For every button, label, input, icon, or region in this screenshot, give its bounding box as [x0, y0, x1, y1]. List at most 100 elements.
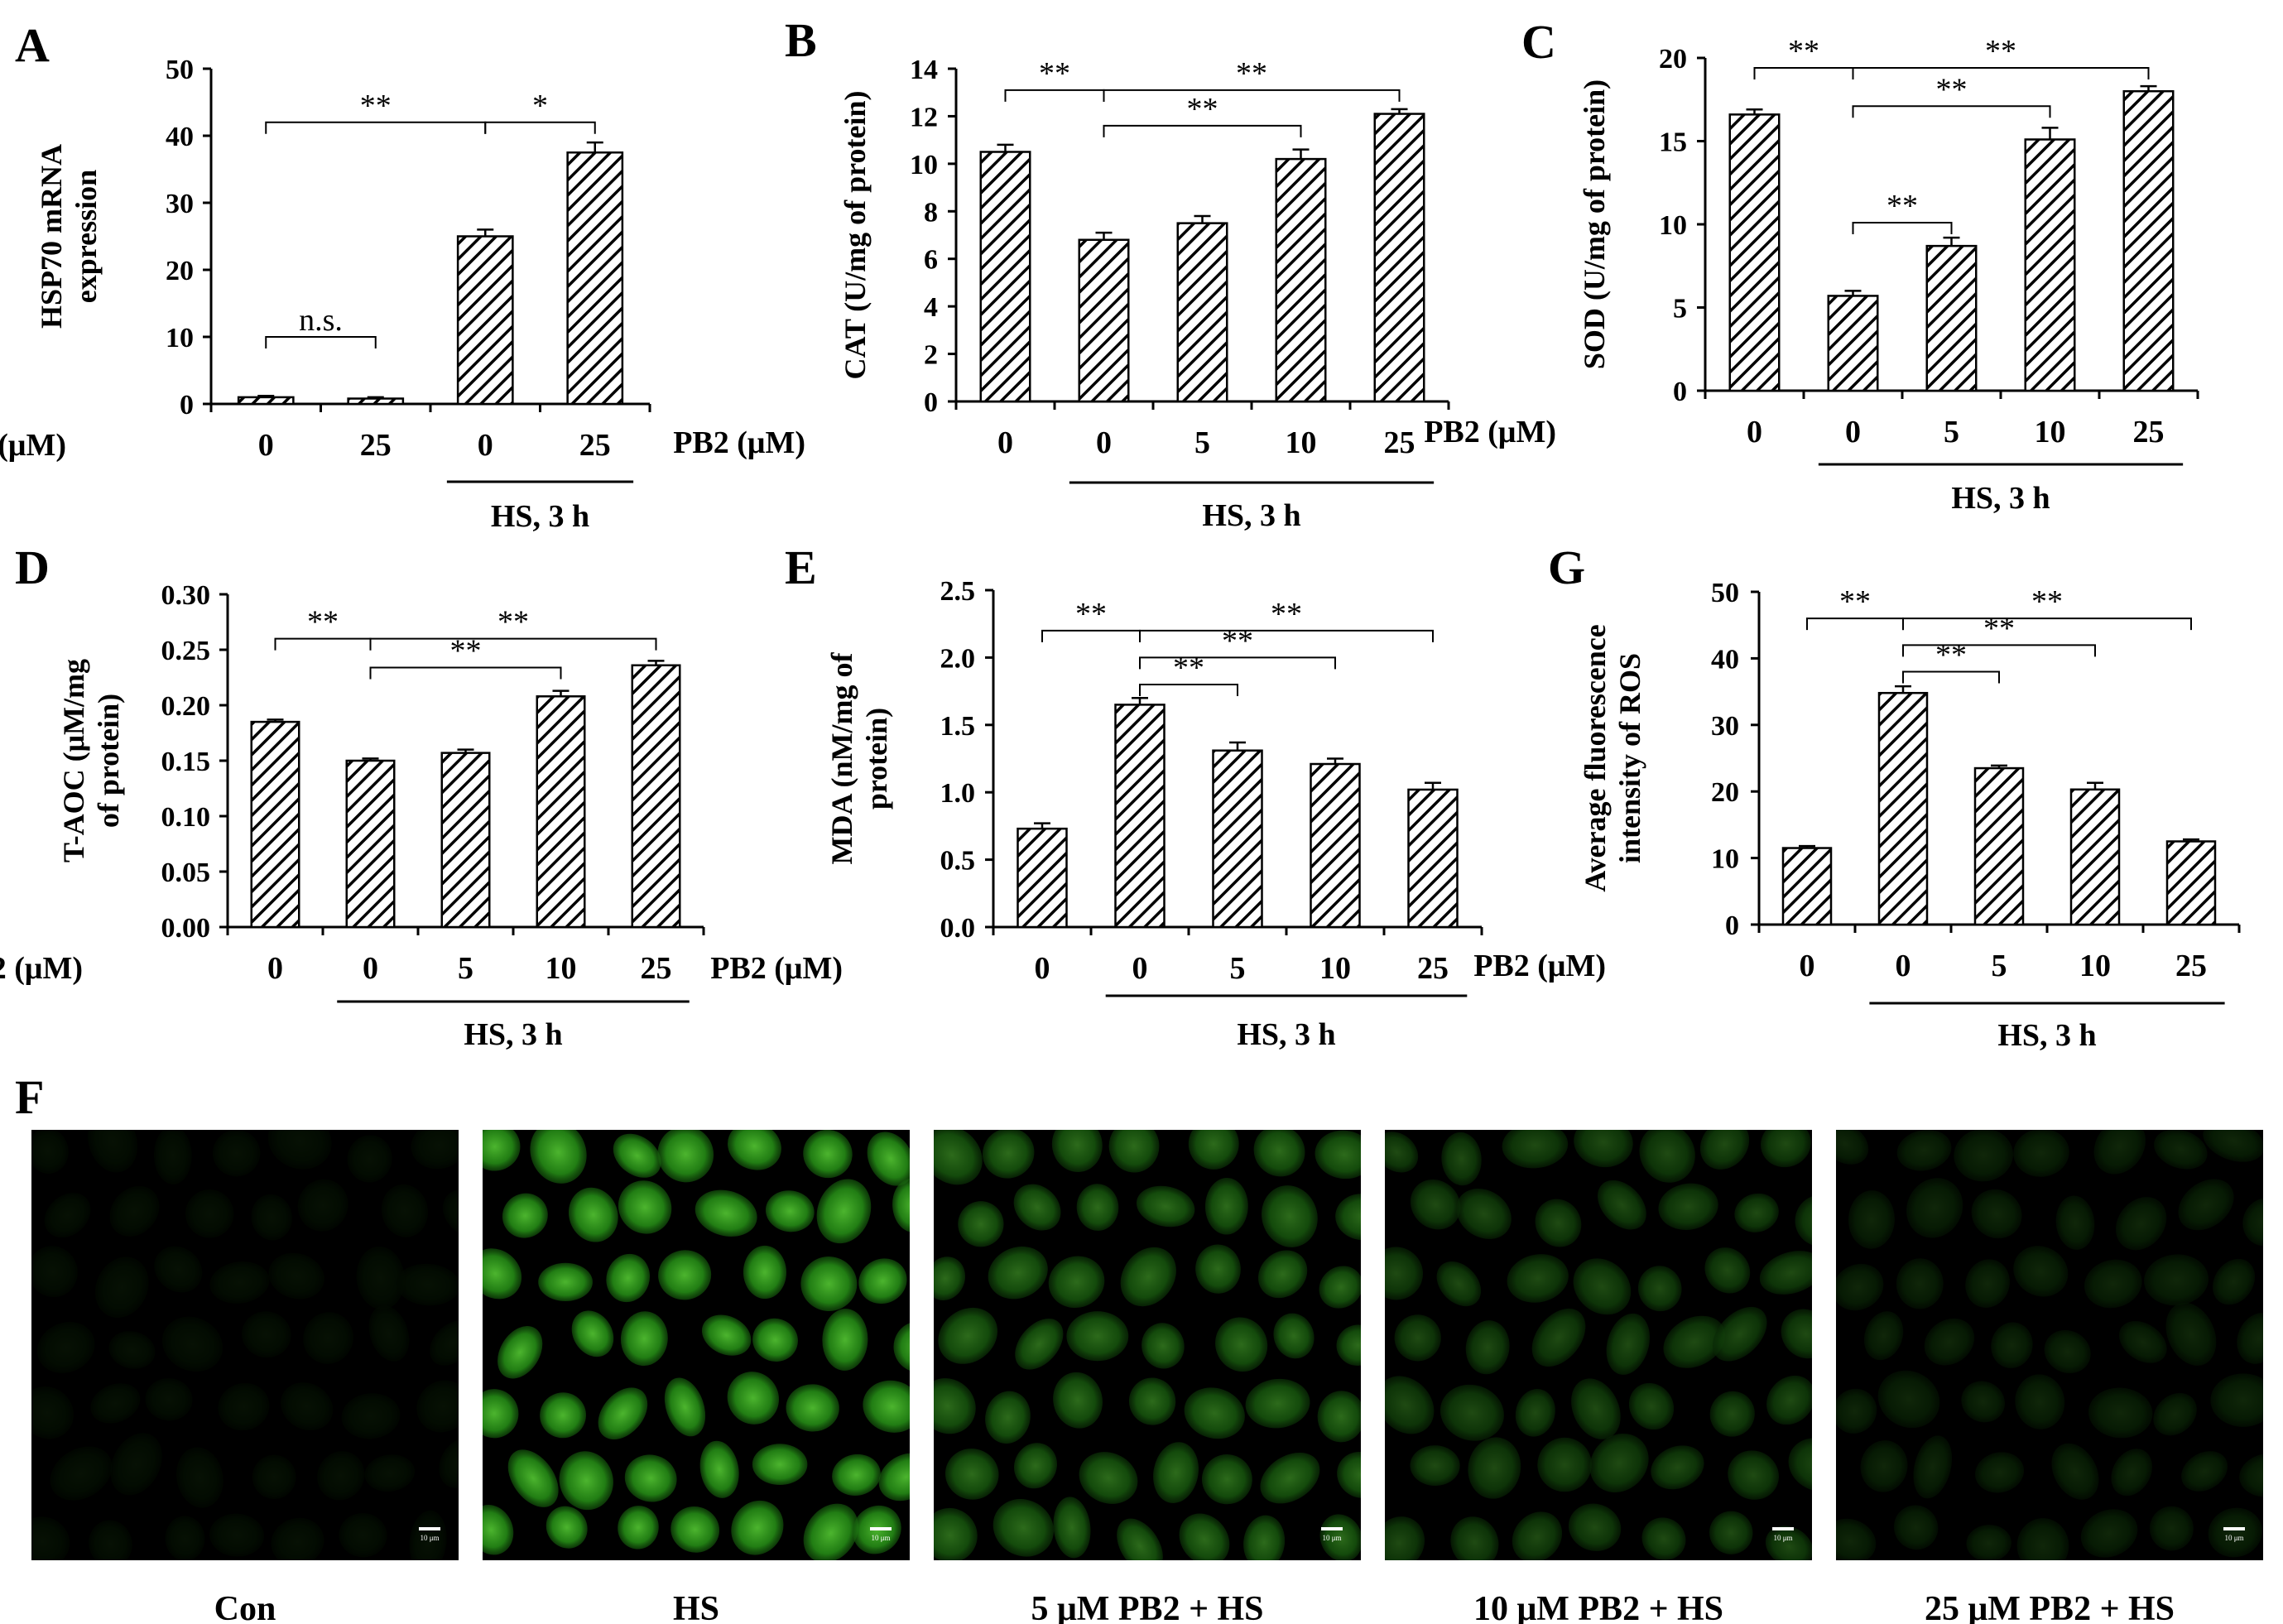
x-tick-label: 0 [1035, 951, 1050, 986]
cell [1971, 1189, 2022, 1239]
group-label: HS, 3 h [1237, 1017, 1335, 1052]
significance-bracket [265, 121, 487, 134]
cell [108, 1331, 156, 1369]
cell [2208, 1507, 2262, 1558]
y-tick-label: 5 [1673, 294, 1687, 324]
cell [1188, 1130, 1239, 1170]
y-tick-label: 50 [166, 55, 194, 85]
cell [1076, 1184, 1119, 1231]
cell [1531, 1308, 1586, 1367]
micrograph-caption: 5 μM PB2 + HS [1031, 1590, 1263, 1624]
cell [1465, 1320, 1510, 1375]
bar [1176, 222, 1228, 403]
cell [1053, 1497, 1091, 1559]
cell [1924, 1318, 1975, 1366]
cell [31, 1516, 70, 1560]
cell [1913, 1435, 1953, 1499]
y-tick-label: 1.5 [940, 711, 976, 742]
cell [1385, 1132, 1419, 1173]
cell [1195, 1244, 1241, 1294]
x-tick-label: 25 [360, 428, 392, 463]
x-axis-prefix: PB2 (μM) [673, 425, 805, 460]
cell [339, 1513, 387, 1558]
x-tick-label: 5 [1992, 949, 2007, 983]
x-tick-label: 10 [546, 951, 577, 986]
cell [1394, 1314, 1441, 1362]
y-tick-label: 20 [1659, 44, 1687, 74]
group-label: HS, 3 h [1997, 1018, 2096, 1053]
cell [985, 1391, 1031, 1444]
bar [1781, 847, 1833, 926]
cell [934, 1256, 966, 1300]
cell [396, 1263, 459, 1306]
cell [658, 1250, 712, 1300]
cell [620, 1311, 668, 1367]
bar [1973, 766, 2025, 926]
cell [1319, 1266, 1361, 1309]
bar [2024, 138, 2076, 392]
cell [145, 1377, 193, 1421]
cell [218, 1382, 270, 1431]
significance-label: ** [1236, 56, 1267, 91]
cell [1335, 1194, 1361, 1241]
significance-label: ** [1788, 34, 1819, 69]
significance-label: ** [1935, 637, 1967, 672]
cell [1013, 1443, 1058, 1489]
bar [1925, 244, 1978, 392]
cell [268, 1252, 324, 1300]
cell [2055, 1195, 2095, 1250]
cell [31, 1130, 69, 1174]
cell [1502, 1130, 1569, 1169]
cell [867, 1132, 910, 1186]
cell [657, 1130, 714, 1183]
cell [1136, 1185, 1195, 1228]
cell-layer [934, 1130, 1361, 1560]
significance-bracket [369, 637, 657, 651]
cell [1201, 1454, 1252, 1505]
micrograph-caption: Con [214, 1590, 276, 1624]
significance-label: ** [1983, 611, 2015, 646]
x-tick-label: 0 [1096, 425, 1112, 460]
cell [1385, 1516, 1425, 1560]
bar [1407, 788, 1459, 929]
cell [1385, 1247, 1424, 1300]
cell [1260, 1452, 1320, 1504]
cell [1450, 1516, 1499, 1560]
cell [368, 1305, 410, 1362]
significance-label: ** [1936, 72, 1968, 107]
cell [2242, 1198, 2263, 1247]
cell [1184, 1387, 1245, 1439]
scale-bar-label: 10 μm [1773, 1534, 1792, 1542]
cell [483, 1130, 521, 1171]
cell [731, 1500, 784, 1555]
cell [1315, 1130, 1361, 1180]
significance-bracket [1806, 617, 1904, 631]
cell [1013, 1184, 1061, 1231]
cell [1637, 1266, 1682, 1312]
y-tick-label: 0.05 [161, 858, 211, 888]
y-tick-label: 0 [180, 390, 194, 420]
cell [317, 1451, 365, 1501]
cell [1204, 1178, 1248, 1235]
y-axis-label: Average fluorescence [1579, 624, 1612, 892]
y-tick-label: 0 [1673, 377, 1687, 407]
cell [568, 1187, 618, 1242]
bar [1827, 295, 1879, 392]
cell [1568, 1503, 1622, 1551]
cell [356, 1246, 405, 1310]
chart-panel-e: E MDA (nM/mg of protein) 0.0 0.5 1.0 1.5 2.0 2.5… [710, 541, 1483, 1052]
cell [31, 1246, 78, 1298]
bar [456, 235, 514, 406]
cell [409, 1510, 447, 1560]
y-axis-label: MDA (nM/mg of [825, 652, 858, 865]
cell [530, 1130, 587, 1184]
cell [613, 1133, 661, 1178]
y-tick-label: 40 [1711, 644, 1739, 675]
cell [1410, 1180, 1461, 1230]
cell [303, 1312, 353, 1364]
cell [2210, 1373, 2263, 1427]
cell [1410, 1445, 1460, 1487]
bar [1114, 704, 1166, 929]
